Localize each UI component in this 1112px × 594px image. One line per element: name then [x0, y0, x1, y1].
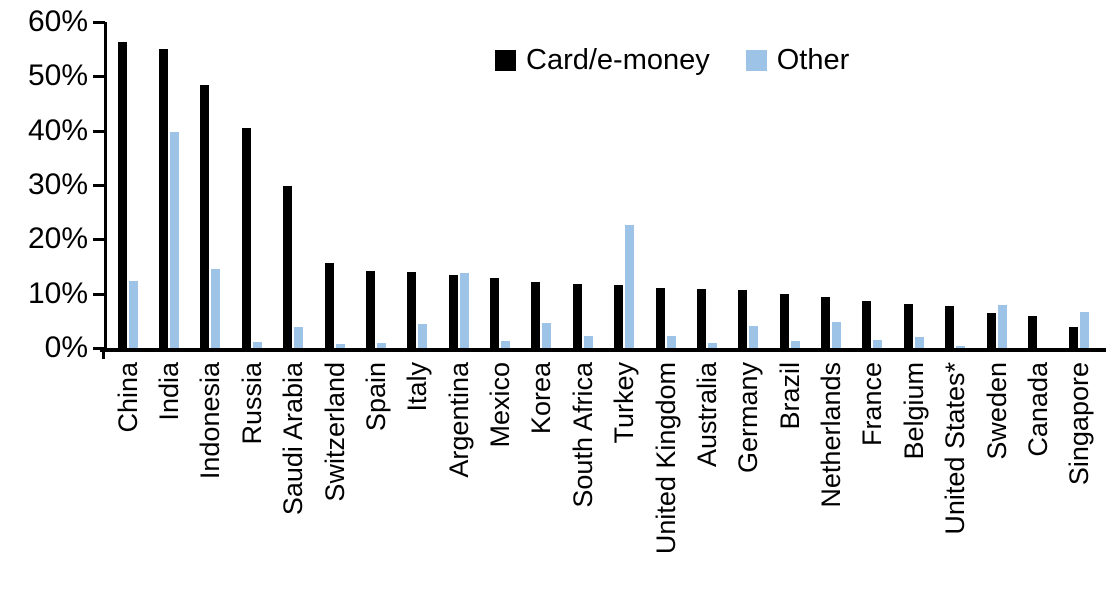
bar-card-e-money-australia — [696, 289, 706, 348]
legend-swatch-icon — [745, 50, 767, 71]
x-category-label-italy: Italy — [402, 362, 433, 412]
x-category-label-spain: Spain — [360, 362, 391, 432]
y-tick-label: 30% — [27, 168, 88, 201]
x-category-label-argentina: Argentina — [443, 362, 474, 478]
bar-other-indonesia — [211, 269, 221, 348]
x-axis-line — [100, 348, 1106, 352]
bar-other-switzerland — [335, 343, 345, 348]
bar-other-south-africa — [583, 335, 593, 348]
x-category-label-sweden: Sweden — [981, 362, 1012, 460]
x-category-label-korea: Korea — [526, 362, 557, 435]
bar-other-australia — [707, 342, 717, 348]
x-category-label-germany: Germany — [733, 362, 764, 474]
legend-item-card-e-money: Card/e-money — [495, 44, 710, 77]
x-category-label-netherlands: Netherlands — [816, 362, 847, 508]
y-tick-mark — [93, 129, 105, 133]
bar-other-mexico — [501, 340, 511, 348]
bar-card-e-money-brazil — [779, 294, 789, 348]
y-tick-mark — [93, 184, 105, 187]
x-category-label-brazil: Brazil — [774, 362, 805, 430]
bar-other-saudi-arabia — [294, 326, 304, 348]
bar-other-india — [170, 132, 180, 348]
bar-other-argentina — [459, 273, 469, 348]
bar-other-korea — [542, 323, 552, 348]
bar-card-e-money-mexico — [490, 277, 500, 348]
legend-swatch-icon — [495, 50, 516, 71]
bar-card-e-money-saudi-arabia — [283, 186, 293, 348]
y-tick-label: 50% — [27, 59, 88, 93]
x-category-label-china: China — [112, 362, 143, 433]
legend: Card/e-money Other — [495, 44, 849, 77]
bar-card-e-money-singapore — [1069, 326, 1079, 348]
y-tick-mark — [93, 238, 105, 242]
bar-card-e-money-netherlands — [821, 297, 831, 348]
bar-card-e-money-russia — [241, 128, 251, 348]
x-axis-corner-tick — [102, 352, 105, 359]
y-tick-label: 40% — [27, 113, 88, 147]
bar-other-belgium — [914, 337, 924, 348]
bar-card-e-money-korea — [531, 281, 541, 348]
x-category-label-united-states-: United States* — [940, 362, 971, 535]
bar-card-e-money-indonesia — [200, 85, 210, 348]
legend-label: Card/e-money — [526, 44, 710, 76]
y-tick-label: 20% — [27, 222, 88, 256]
bar-card-e-money-argentina — [448, 275, 458, 348]
legend-label: Other — [776, 44, 850, 76]
x-category-label-canada: Canada — [1022, 362, 1053, 457]
x-category-label-saudi-arabia: Saudi Arabia — [278, 362, 309, 516]
bar-card-e-money-united-kingdom — [655, 288, 665, 348]
bar-other-brazil — [790, 341, 800, 348]
bar-other-germany — [749, 326, 759, 348]
x-category-label-mexico: Mexico — [485, 362, 516, 448]
y-tick-mark — [93, 347, 105, 350]
bar-other-spain — [376, 342, 386, 348]
bar-card-e-money-france — [862, 301, 872, 348]
x-category-label-singapore: Singapore — [1064, 362, 1095, 486]
bar-card-e-money-india — [159, 48, 169, 348]
bar-other-china — [128, 281, 138, 348]
bar-card-e-money-turkey — [614, 284, 624, 348]
bar-other-turkey — [625, 225, 635, 348]
bar-card-e-money-sweden — [986, 312, 996, 348]
bar-other-sweden — [997, 304, 1007, 348]
y-tick-mark — [93, 75, 105, 79]
x-category-label-france: France — [857, 362, 888, 447]
bar-card-e-money-germany — [738, 290, 748, 348]
bar-card-e-money-canada — [1027, 315, 1037, 348]
bar-other-united-states- — [956, 346, 966, 348]
bar-card-e-money-spain — [365, 271, 375, 348]
x-category-label-united-kingdom: United Kingdom — [650, 362, 681, 555]
bar-card-e-money-belgium — [903, 303, 913, 348]
x-category-label-switzerland: Switzerland — [319, 362, 350, 502]
bar-card-e-money-china — [117, 42, 127, 348]
bar-card-e-money-switzerland — [324, 263, 334, 348]
x-category-label-south-africa: South Africa — [567, 362, 598, 508]
y-tick-label: 0% — [44, 331, 88, 364]
y-tick-mark — [93, 292, 105, 296]
x-category-label-australia: Australia — [691, 362, 722, 468]
bar-other-netherlands — [832, 321, 842, 348]
y-tick-label: 60% — [27, 5, 88, 38]
x-category-label-russia: Russia — [236, 362, 267, 445]
bar-card-e-money-south-africa — [572, 284, 582, 348]
bar-card-e-money-italy — [407, 271, 417, 348]
y-tick-mark — [93, 21, 105, 24]
bar-other-singapore — [1080, 312, 1090, 348]
bar-other-russia — [252, 342, 262, 348]
legend-item-other: Other — [745, 44, 850, 77]
bar-other-italy — [418, 323, 428, 348]
y-tick-label: 10% — [27, 276, 88, 310]
bar-card-e-money-united-states- — [945, 305, 955, 348]
y-axis-line — [104, 22, 107, 352]
x-category-label-india: India — [154, 362, 185, 421]
bar-other-france — [873, 339, 883, 348]
x-category-label-indonesia: Indonesia — [195, 362, 226, 480]
bar-other-united-kingdom — [666, 335, 676, 348]
x-category-label-turkey: Turkey — [609, 362, 640, 444]
x-category-label-belgium: Belgium — [898, 362, 929, 460]
